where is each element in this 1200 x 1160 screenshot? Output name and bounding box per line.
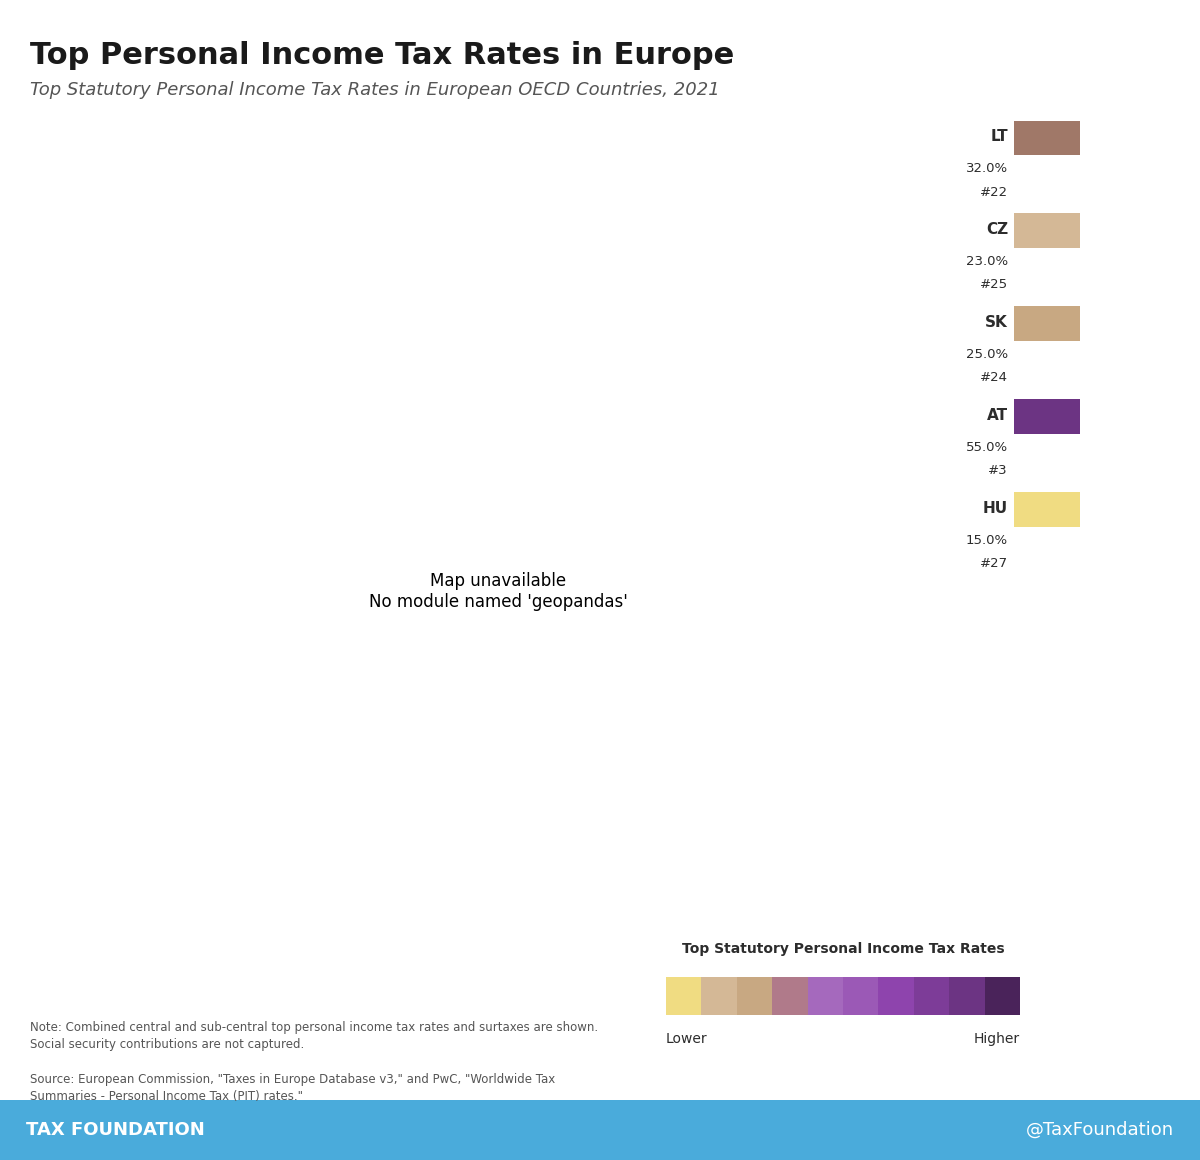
Text: Top Personal Income Tax Rates in Europe: Top Personal Income Tax Rates in Europe (30, 41, 734, 70)
Text: #22: #22 (980, 186, 1008, 198)
Text: Source: European Commission, "Taxes in Europe Database v3," and PwC, "Worldwide : Source: European Commission, "Taxes in E… (30, 1073, 556, 1103)
Text: Lower: Lower (666, 1032, 708, 1046)
Text: Note: Combined central and sub-central top personal income tax rates and surtaxe: Note: Combined central and sub-central t… (30, 1021, 598, 1051)
Text: 15.0%: 15.0% (966, 534, 1008, 546)
Text: #25: #25 (980, 278, 1008, 291)
Text: #3: #3 (989, 464, 1008, 477)
Text: 25.0%: 25.0% (966, 348, 1008, 361)
Text: AT: AT (986, 408, 1008, 422)
Text: @TaxFoundation: @TaxFoundation (1026, 1121, 1174, 1139)
Text: Higher: Higher (974, 1032, 1020, 1046)
Text: CZ: CZ (986, 223, 1008, 237)
Text: #27: #27 (980, 557, 1008, 570)
Text: Top Statutory Personal Income Tax Rates in European OECD Countries, 2021: Top Statutory Personal Income Tax Rates … (30, 81, 720, 100)
Text: Top Statutory Personal Income Tax Rates: Top Statutory Personal Income Tax Rates (682, 942, 1004, 956)
Text: 55.0%: 55.0% (966, 441, 1008, 454)
Text: LT: LT (990, 130, 1008, 144)
Text: 32.0%: 32.0% (966, 162, 1008, 175)
Text: TAX FOUNDATION: TAX FOUNDATION (26, 1121, 205, 1139)
Text: 23.0%: 23.0% (966, 255, 1008, 268)
Text: HU: HU (983, 501, 1008, 515)
Text: SK: SK (985, 316, 1008, 329)
Text: #24: #24 (980, 371, 1008, 384)
Text: Map unavailable
No module named 'geopandas': Map unavailable No module named 'geopand… (368, 572, 628, 611)
